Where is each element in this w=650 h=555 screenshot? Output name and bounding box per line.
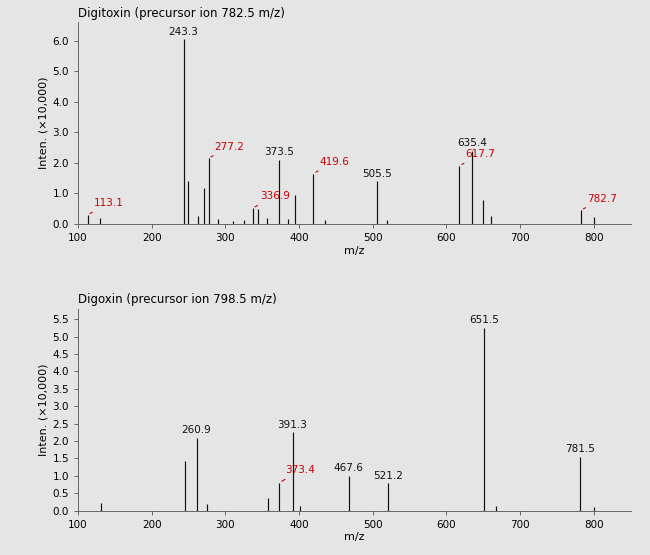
Text: 113.1: 113.1 (90, 198, 124, 214)
Text: 373.4: 373.4 (282, 465, 315, 481)
Text: 260.9: 260.9 (181, 426, 211, 436)
Text: 521.2: 521.2 (373, 471, 403, 481)
Text: 467.6: 467.6 (334, 463, 364, 473)
Text: 635.4: 635.4 (458, 138, 488, 148)
Text: 505.5: 505.5 (362, 169, 391, 179)
Text: 782.7: 782.7 (583, 194, 617, 209)
Text: 373.5: 373.5 (265, 148, 294, 158)
X-axis label: m/z: m/z (344, 246, 365, 256)
Text: 617.7: 617.7 (462, 149, 495, 164)
Text: 336.9: 336.9 (255, 191, 290, 207)
X-axis label: m/z: m/z (344, 532, 365, 542)
Text: 419.6: 419.6 (316, 157, 349, 172)
Text: 391.3: 391.3 (278, 420, 307, 430)
Text: 651.5: 651.5 (469, 315, 499, 325)
Text: 781.5: 781.5 (565, 444, 595, 454)
Y-axis label: Inten. (×10,000): Inten. (×10,000) (38, 77, 48, 169)
Y-axis label: Inten. (×10,000): Inten. (×10,000) (38, 364, 48, 456)
Text: 243.3: 243.3 (168, 27, 198, 37)
Text: 277.2: 277.2 (211, 142, 244, 157)
Text: Digitoxin (precursor ion 782.5 m/z): Digitoxin (precursor ion 782.5 m/z) (78, 7, 285, 19)
Text: Digoxin (precursor ion 798.5 m/z): Digoxin (precursor ion 798.5 m/z) (78, 293, 277, 306)
